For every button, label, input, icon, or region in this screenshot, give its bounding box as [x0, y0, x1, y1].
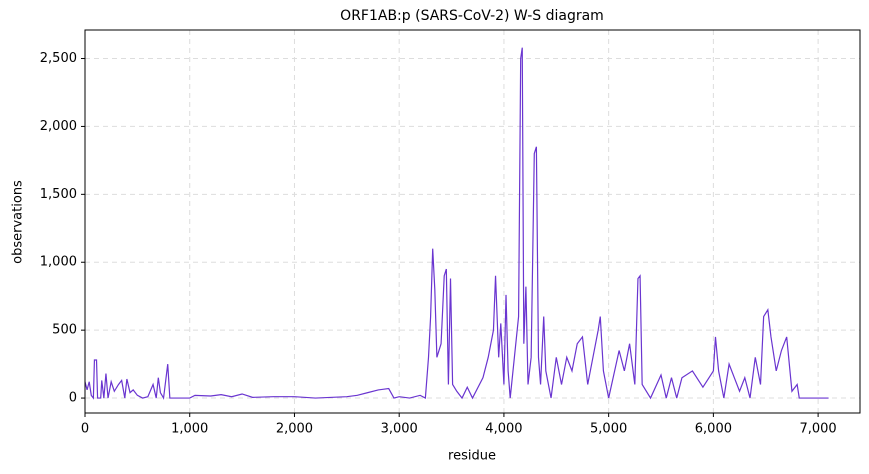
y-tick-label: 0 — [69, 391, 77, 406]
y-tick-label: 1,500 — [40, 187, 77, 202]
x-axis-label: residue — [448, 449, 496, 464]
x-tick-label: 5,000 — [590, 422, 627, 437]
x-tick-label: 7,000 — [799, 422, 836, 437]
y-tick-label: 2,500 — [40, 51, 77, 66]
x-tick-label: 3,000 — [381, 422, 418, 437]
x-tick-label: 2,000 — [276, 422, 313, 437]
x-tick-label: 1,000 — [171, 422, 208, 437]
y-tick-label: 1,000 — [40, 255, 77, 270]
y-tick-label: 500 — [52, 323, 77, 338]
data-line — [84, 47, 829, 400]
y-tick-label: 2,000 — [40, 119, 77, 134]
x-tick-label: 0 — [81, 422, 89, 437]
x-tick-label: 6,000 — [695, 422, 732, 437]
x-tick-label: 4,000 — [485, 422, 522, 437]
chart-title: ORF1AB:p (SARS-CoV-2) W-S diagram — [340, 8, 604, 24]
plot-frame — [84, 29, 861, 414]
y-axis-label: observations — [11, 180, 26, 264]
